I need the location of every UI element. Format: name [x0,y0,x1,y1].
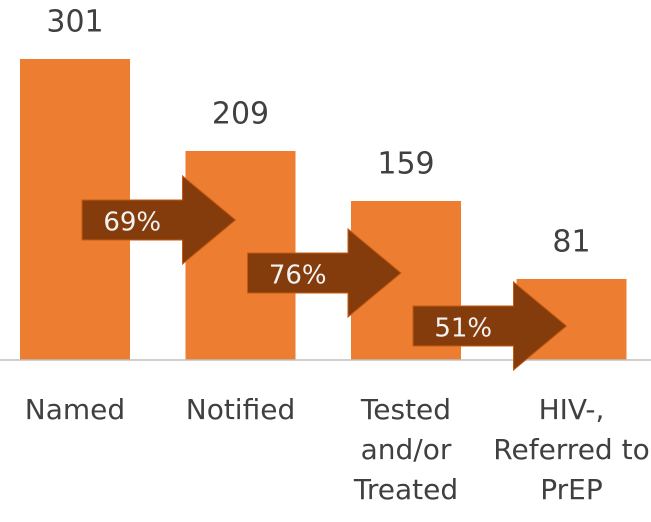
category-label: Notified [185,393,296,426]
category-label: Tested and/or Treated [353,393,459,506]
category-label: HIV-, Referred to PrEP [493,393,650,506]
arrow-shape [412,280,568,372]
category-label: Named [24,393,126,426]
value-label: 209 [212,97,269,132]
arrow-shape [247,227,402,319]
conversion-arrow: 51% [412,280,568,372]
arrow-label: 51% [434,314,492,344]
value-label: 159 [377,147,434,182]
conversion-arrow: 69% [81,174,237,266]
value-label: 301 [46,5,103,40]
arrow-shape [81,174,237,266]
value-label: 81 [552,225,590,260]
arrow-label: 69% [103,208,161,238]
arrow-label: 76% [269,261,327,291]
conversion-arrow: 76% [247,227,402,319]
